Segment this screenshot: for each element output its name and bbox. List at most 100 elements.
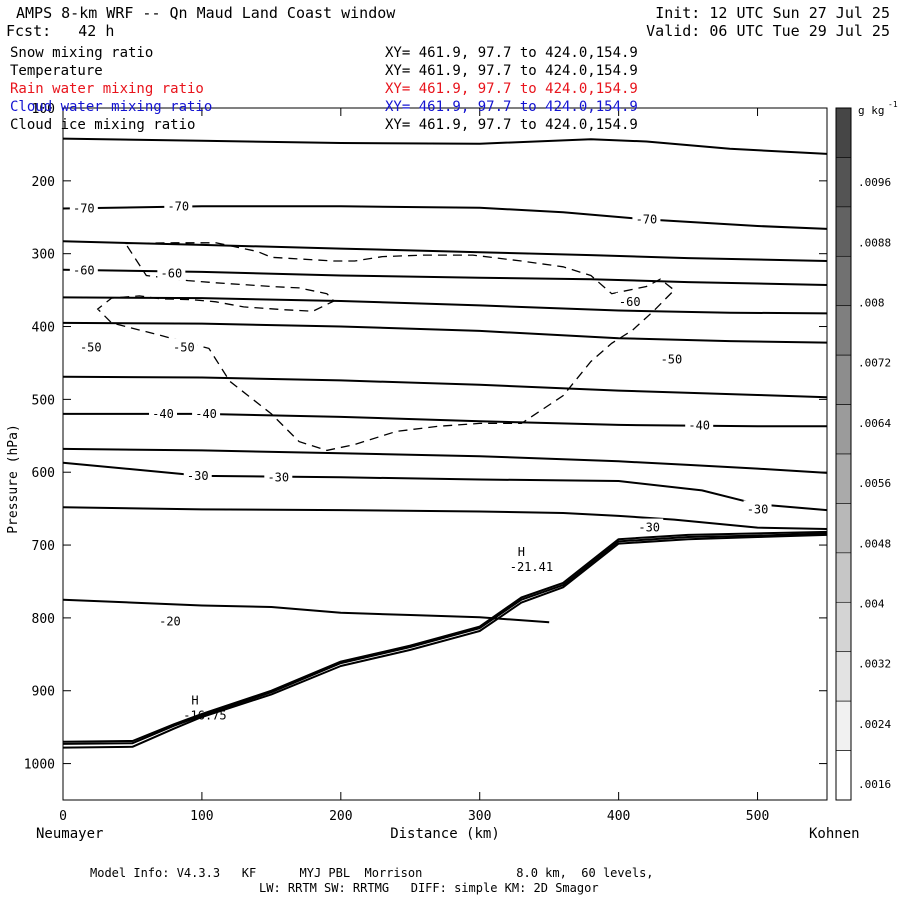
colorbar-tick-label: .0064 bbox=[858, 417, 891, 430]
colorbar-tick-label: .0088 bbox=[858, 236, 891, 249]
isotherm--55 bbox=[62, 296, 828, 315]
legend-cloud-water-label: Cloud water mixing ratio bbox=[10, 99, 213, 115]
colorbar-cell bbox=[835, 651, 852, 702]
isotherm-label: -60 bbox=[619, 295, 641, 309]
y-tick-label: 200 bbox=[32, 175, 55, 190]
isotherm-label-bg bbox=[69, 199, 98, 216]
colorbar-tick-label: .008 bbox=[858, 297, 885, 310]
plot-frame bbox=[62, 107, 828, 801]
isotherm-label-bg bbox=[169, 338, 198, 355]
y-tick-label: 100 bbox=[32, 102, 55, 117]
isotherm-label: -20 bbox=[159, 615, 181, 629]
isotherm-label: -60 bbox=[161, 266, 183, 280]
legend-cloud-water-xy: XY= 461.9, 97.7 to 424.0,154.9 bbox=[385, 99, 638, 115]
colorbar-unit: g kg bbox=[858, 104, 885, 117]
x-endpoint-left: Neumayer bbox=[36, 826, 103, 842]
isotherm--45 bbox=[62, 375, 828, 399]
isotherm-label: -40 bbox=[152, 407, 174, 421]
y-tick-label: 500 bbox=[32, 393, 55, 408]
x-endpoint-right: Kohnen bbox=[809, 826, 860, 842]
isotherm--65 bbox=[62, 240, 828, 262]
isotherm-label: -50 bbox=[173, 341, 195, 355]
isotherm--70 bbox=[62, 205, 828, 230]
legend-temperature-label: Temperature bbox=[10, 63, 103, 79]
isotherm-label: -30 bbox=[187, 469, 209, 483]
isotherm-terrain-2 bbox=[62, 532, 828, 745]
x-tick-label: 200 bbox=[329, 809, 352, 824]
isotherm-label-bg bbox=[164, 197, 193, 214]
legend-cloud-ice-label: Cloud ice mixing ratio bbox=[10, 117, 196, 133]
isotherm-label: -30 bbox=[638, 521, 660, 535]
colorbar-cell bbox=[835, 157, 852, 208]
x-tick-label: 0 bbox=[59, 809, 67, 824]
init-time: Init: 12 UTC Sun 27 Jul 25 bbox=[655, 4, 890, 22]
isotherm--25 bbox=[62, 506, 828, 530]
colorbar-tick-label: .0072 bbox=[858, 357, 891, 370]
legend-rain-xy: XY= 461.9, 97.7 to 424.0,154.9 bbox=[385, 81, 638, 97]
isotherm-top bbox=[62, 137, 828, 155]
colorbar-cell bbox=[835, 354, 852, 405]
colorbar-cell bbox=[835, 305, 852, 356]
isotherm-label-bg bbox=[192, 404, 221, 421]
colorbar-frame bbox=[835, 107, 852, 801]
isotherm-label-bg bbox=[657, 350, 686, 367]
colorbar-cell bbox=[835, 601, 852, 653]
isotherm-label-bg bbox=[149, 404, 178, 421]
valid-time: Valid: 06 UTC Tue 29 Jul 25 bbox=[646, 22, 890, 40]
colorbar-cell bbox=[835, 206, 852, 257]
isotherm-label: -60 bbox=[73, 263, 95, 277]
isotherm-label-bg bbox=[685, 416, 714, 433]
colorbar-tick-label: .0056 bbox=[858, 477, 891, 490]
isotherm-label-bg bbox=[183, 466, 212, 483]
isotherm-label: -70 bbox=[636, 212, 658, 226]
isotherm-label-bg bbox=[264, 468, 293, 485]
extremum-value: -21.41 bbox=[510, 560, 553, 574]
isotherm-label: -50 bbox=[80, 341, 102, 355]
model-info: Model Info: V4.3.3 KF MYJ PBL Morrison 8… bbox=[90, 866, 654, 880]
y-tick-label: 400 bbox=[32, 321, 55, 336]
isotherm-label-bg bbox=[76, 338, 105, 355]
legend-cloud-ice-xy: XY= 461.9, 97.7 to 424.0,154.9 bbox=[385, 117, 638, 133]
isotherm-label-bg bbox=[635, 518, 664, 535]
colorbar-cell bbox=[835, 107, 852, 158]
colorbar-cell bbox=[835, 255, 852, 307]
legend-rain-label: Rain water mixing ratio bbox=[10, 81, 204, 97]
y-axis-label: Pressure (hPa) bbox=[6, 424, 21, 534]
isotherm--50 bbox=[62, 321, 828, 344]
colorbar-tick-label: .0048 bbox=[858, 537, 891, 550]
isotherm-label-bg bbox=[155, 612, 184, 629]
extremum-marker: H bbox=[191, 694, 198, 708]
colorbar-cell bbox=[835, 750, 852, 801]
colorbar-tick-label: .004 bbox=[858, 597, 885, 610]
isotherm--20 bbox=[62, 598, 550, 624]
colorbar-cell bbox=[835, 453, 852, 504]
isotherm-terrain-1 bbox=[62, 530, 828, 743]
isotherm--30 bbox=[62, 461, 828, 512]
isotherm-label: -40 bbox=[688, 419, 710, 433]
isotherm--35 bbox=[62, 447, 828, 474]
isotherm-label-bg bbox=[743, 500, 772, 517]
isotherm-label: -30 bbox=[747, 502, 769, 516]
x-axis-label: Distance (km) bbox=[390, 826, 500, 842]
isotherm-label-bg bbox=[157, 264, 186, 281]
x-tick-label: 100 bbox=[190, 809, 213, 824]
legend-temperature-xy: XY= 461.9, 97.7 to 424.0,154.9 bbox=[385, 63, 638, 79]
legend-snow-xy: XY= 461.9, 97.7 to 424.0,154.9 bbox=[385, 45, 638, 61]
isotherm-label-bg bbox=[632, 210, 661, 227]
isotherm-label: -70 bbox=[73, 202, 95, 216]
y-tick-label: 800 bbox=[32, 612, 55, 627]
y-tick-label: 900 bbox=[32, 685, 55, 700]
x-tick-label: 400 bbox=[607, 809, 630, 824]
colorbar-cell bbox=[835, 503, 852, 554]
isotherm-label: -40 bbox=[195, 407, 217, 421]
isotherm-label: -70 bbox=[167, 199, 189, 213]
cloud-ice-contour bbox=[96, 242, 676, 452]
extremum-marker: H bbox=[518, 545, 525, 559]
y-tick-label: 700 bbox=[32, 539, 55, 554]
extremum-value: -16.75 bbox=[183, 709, 226, 723]
y-tick-label: 600 bbox=[32, 466, 55, 481]
isotherm-label: -50 bbox=[661, 352, 683, 366]
colorbar-tick-label: .0096 bbox=[858, 176, 891, 189]
model-physics: LW: RRTM SW: RRTMG DIFF: simple KM: 2D S… bbox=[259, 881, 599, 895]
